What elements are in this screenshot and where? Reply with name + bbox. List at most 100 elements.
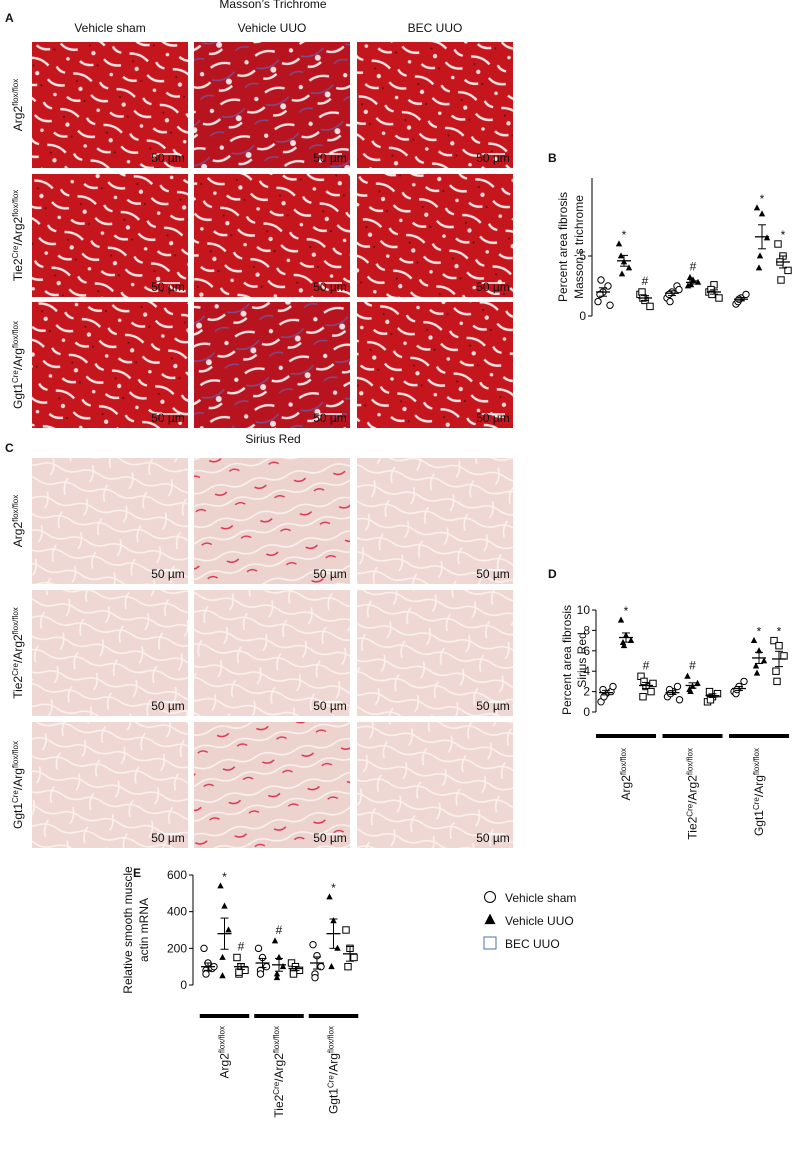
point (618, 270, 626, 277)
point (665, 290, 673, 299)
group-label: Tie2Cre/Arg2flox/flox (272, 1026, 287, 1118)
scale-bar-label: 50 µm (476, 567, 510, 581)
row-label-part: Cre (11, 662, 20, 675)
point (254, 944, 263, 953)
point (755, 647, 763, 654)
point (241, 966, 249, 975)
y-axis-title: Sirius Red (575, 632, 589, 687)
point (617, 616, 625, 623)
micrograph (32, 42, 188, 168)
group-label-part: Tie2 (686, 816, 700, 839)
significance-mark: * (331, 881, 336, 895)
point (235, 968, 243, 976)
scale-bar-label: 50 µm (313, 699, 347, 713)
micrograph (357, 458, 513, 584)
point (638, 288, 646, 296)
point (334, 944, 341, 951)
point (273, 973, 281, 981)
group-label-part: Ggt1 (752, 810, 766, 836)
point (271, 937, 279, 944)
group-label-part: Arg2 (619, 775, 633, 801)
group-label-part: flox/flox (619, 748, 628, 775)
point (649, 679, 657, 688)
group-label-part: flox/flox (272, 1026, 281, 1053)
point (350, 953, 358, 962)
point (755, 264, 763, 271)
significance-mark: * (781, 228, 786, 242)
point (666, 297, 674, 306)
row-label-part: flox/flox (11, 79, 20, 106)
point (753, 204, 761, 211)
point (609, 682, 617, 691)
micrograph (357, 302, 513, 428)
scale-bar-label: 50 µm (476, 831, 510, 845)
row-label-part: Arg2 (11, 106, 25, 132)
y-tick-label: 8 (583, 623, 590, 637)
column-header: BEC UUO (408, 21, 463, 35)
point (599, 685, 607, 694)
row-label-part: Cre (11, 790, 20, 803)
scale-bar-label: 50 µm (313, 567, 347, 581)
y-tick-label: 400 (167, 905, 187, 919)
point (639, 693, 647, 701)
scale-bar-label: 50 µm (151, 831, 185, 845)
y-tick-label: 5 (579, 249, 586, 263)
point (780, 652, 788, 660)
significance-mark: * (622, 228, 627, 242)
point (715, 294, 723, 302)
point (233, 953, 241, 962)
row-label-part: /Arg2 (11, 634, 25, 663)
y-tick-label: 600 (167, 868, 187, 882)
point (750, 636, 758, 643)
point (225, 926, 232, 933)
micrograph (32, 174, 188, 297)
point (256, 970, 265, 978)
micrograph (194, 590, 350, 716)
row-label-part: Tie2 (11, 676, 25, 699)
micrograph (32, 722, 188, 848)
y-tick-label: 0 (579, 309, 586, 323)
point (777, 276, 785, 284)
row-label-part: Tie2 (11, 258, 25, 281)
y-tick-label: 10 (577, 603, 591, 617)
row-label-part: flox/flox (11, 495, 20, 522)
group-label-part: flox/flox (326, 1026, 335, 1053)
point (758, 210, 766, 217)
point (673, 682, 682, 691)
group-label-part: flox/flox (752, 748, 761, 775)
point (262, 962, 271, 971)
point (484, 913, 496, 925)
point (615, 240, 623, 247)
legend-label: Vehicle UUO (505, 914, 574, 928)
point (647, 687, 655, 696)
group-label-part: Cre (752, 797, 761, 810)
row-label: Tie2Cre/Arg2flox/flox (11, 607, 26, 699)
row-label-part: Ggt1 (11, 383, 25, 409)
micrograph (32, 302, 188, 428)
point (774, 240, 782, 248)
scale-bar-label: 50 µm (476, 699, 510, 713)
panel-letter: E (133, 866, 141, 880)
point (742, 290, 750, 299)
micrograph (357, 42, 513, 168)
row-label: Ggt1Cre/Argflox/flox (11, 321, 26, 409)
point (784, 266, 792, 275)
point (775, 642, 783, 650)
point (686, 273, 694, 280)
micrograph (194, 458, 350, 584)
micrograph (194, 42, 350, 168)
row-label-part: /Arg2 (11, 217, 25, 246)
significance-mark: # (238, 940, 245, 954)
micrograph (357, 174, 513, 297)
scale-bar-label: 50 µm (151, 280, 185, 294)
row-label: Ggt1Cre/Argflox/flox (11, 741, 26, 829)
y-axis-title: Masson’s trichrome (572, 195, 586, 299)
group-label-part: /Arg2 (272, 1053, 286, 1082)
row-label-part: /Arg (11, 768, 25, 790)
significance-mark: * (222, 870, 227, 884)
point (219, 953, 226, 960)
significance-mark: * (624, 604, 629, 618)
y-tick-label: 6 (583, 644, 590, 658)
scale-bar-label: 50 µm (151, 699, 185, 713)
